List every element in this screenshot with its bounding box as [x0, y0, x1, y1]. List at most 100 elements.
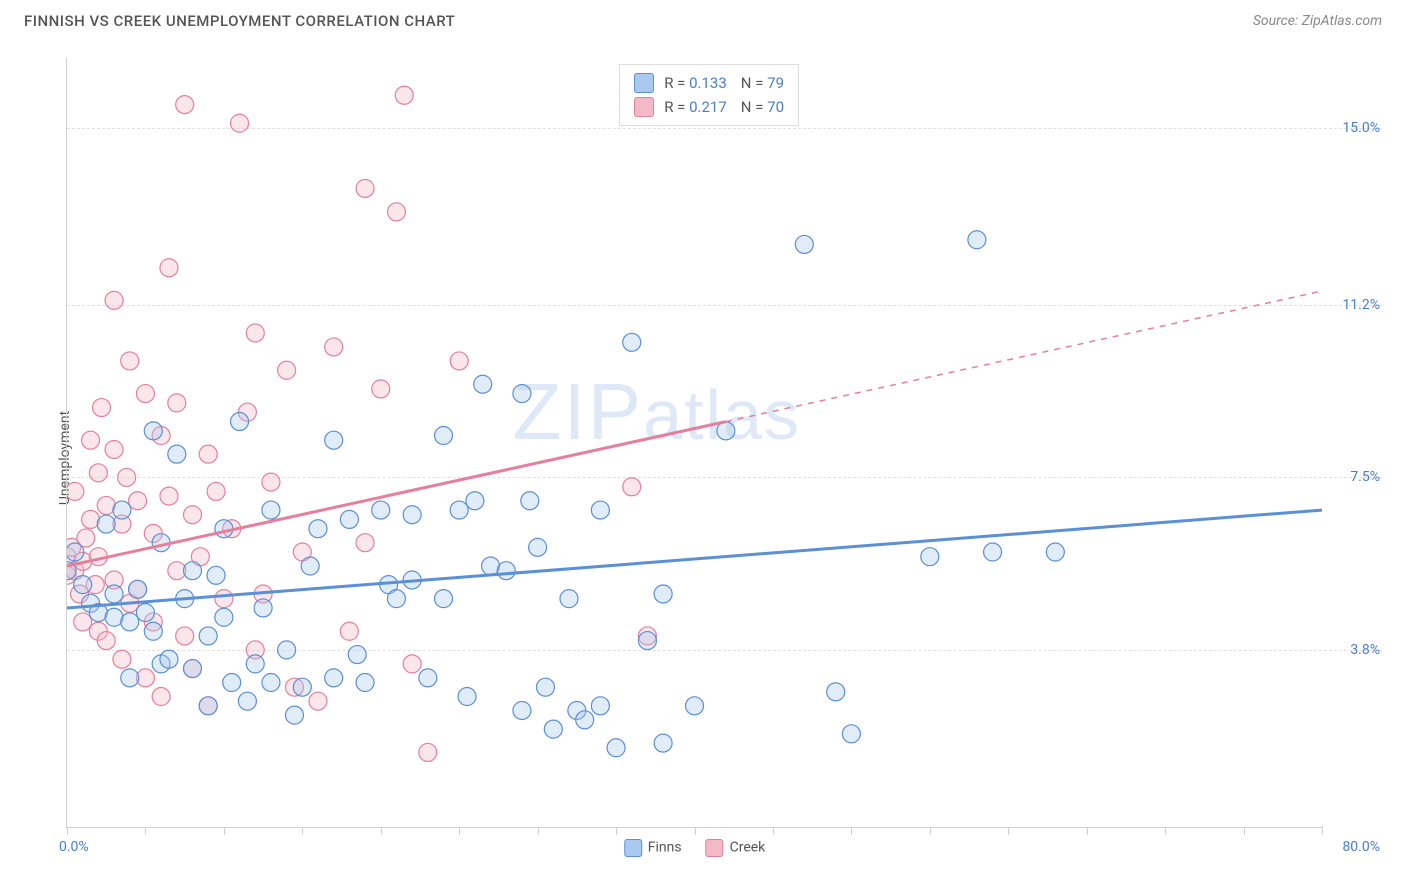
x-tick — [1165, 827, 1166, 835]
finns-point — [827, 683, 845, 701]
creek-point — [160, 487, 178, 505]
gridline-label: 11.2% — [1342, 297, 1380, 313]
x-tick — [1087, 827, 1088, 835]
x-tick — [381, 827, 382, 835]
finns-point — [238, 692, 256, 710]
creek-point — [97, 632, 115, 650]
creek-point — [93, 399, 111, 417]
chart-header: FINNISH VS CREEK UNEMPLOYMENT CORRELATIO… — [0, 0, 1406, 38]
creek-point — [160, 259, 178, 277]
creek-point — [176, 627, 194, 645]
finns-point — [403, 506, 421, 524]
x-axis-min-label: 0.0% — [59, 839, 89, 855]
finns-point — [842, 725, 860, 743]
finns-point — [121, 613, 139, 631]
plot-area: ZIPatlas R = 0.133N = 79 R = 0.217N = 70… — [66, 58, 1322, 828]
finns-point — [984, 543, 1002, 561]
chart-title: FINNISH VS CREEK UNEMPLOYMENT CORRELATIO… — [24, 12, 455, 30]
finns-point — [293, 678, 311, 696]
creek-point — [207, 482, 225, 500]
stats-legend-box: R = 0.133N = 79 R = 0.217N = 70 — [619, 64, 799, 126]
scatter-svg — [67, 58, 1322, 827]
finns-point — [184, 562, 202, 580]
creek-point — [113, 650, 131, 668]
finns-point — [278, 641, 296, 659]
finns-point — [348, 646, 366, 664]
finns-point — [262, 501, 280, 519]
finns-point — [129, 580, 147, 598]
x-tick — [1322, 827, 1323, 835]
finns-point — [254, 599, 272, 617]
creek-swatch — [634, 97, 654, 117]
finns-legend-swatch — [624, 839, 642, 857]
finns-point — [168, 445, 186, 463]
creek-point — [356, 534, 374, 552]
finns-point — [474, 375, 492, 393]
finns-point — [521, 492, 539, 510]
creek-point — [184, 506, 202, 524]
gridline-label: 15.0% — [1342, 120, 1380, 136]
creek-point — [231, 114, 249, 132]
finns-point — [246, 655, 264, 673]
finns-point — [340, 510, 358, 528]
finns-point — [262, 674, 280, 692]
gridline-label: 3.8% — [1350, 642, 1380, 658]
finns-point — [199, 627, 217, 645]
creek-point — [356, 179, 374, 197]
finns-point — [184, 660, 202, 678]
creek-point — [129, 492, 147, 510]
creek-point — [105, 440, 123, 458]
finns-point — [144, 422, 162, 440]
finns-point — [435, 590, 453, 608]
x-tick — [616, 827, 617, 835]
finns-point — [466, 492, 484, 510]
x-tick — [459, 827, 460, 835]
creek-point — [136, 385, 154, 403]
creek-point — [215, 590, 233, 608]
finns-point — [372, 501, 390, 519]
finns-point — [450, 501, 468, 519]
gridline-label: 7.5% — [1350, 469, 1380, 485]
finns-swatch — [634, 73, 654, 93]
finns-point — [576, 711, 594, 729]
creek-legend-swatch — [706, 839, 724, 857]
x-tick — [224, 827, 225, 835]
finns-point — [1046, 543, 1064, 561]
creek-point — [105, 291, 123, 309]
x-tick — [773, 827, 774, 835]
creek-point — [403, 655, 421, 673]
finns-point — [654, 734, 672, 752]
finns-point — [144, 622, 162, 640]
creek-point — [74, 613, 92, 631]
x-tick — [1008, 827, 1009, 835]
finns-point — [223, 674, 241, 692]
finns-point — [795, 235, 813, 253]
creek-point — [419, 743, 437, 761]
finns-point — [513, 385, 531, 403]
trend-line-dash — [726, 291, 1322, 422]
legend-item-finns: Finns — [624, 839, 682, 857]
x-tick — [67, 827, 68, 835]
finns-point — [325, 669, 343, 687]
finns-point — [513, 701, 531, 719]
finns-point — [544, 720, 562, 738]
creek-point — [278, 361, 296, 379]
bottom-legend: Finns Creek — [624, 839, 766, 857]
chart-container: Unemployment ZIPatlas R = 0.133N = 79 R … — [48, 48, 1382, 868]
finns-point — [686, 697, 704, 715]
creek-point — [67, 482, 84, 500]
finns-point — [325, 431, 343, 449]
finns-point — [136, 604, 154, 622]
finns-point — [607, 739, 625, 757]
x-tick — [695, 827, 696, 835]
creek-point — [372, 380, 390, 398]
creek-point — [623, 478, 641, 496]
x-tick — [930, 827, 931, 835]
finns-point — [921, 548, 939, 566]
finns-point — [67, 543, 84, 561]
finns-point — [97, 515, 115, 533]
stats-row-finns: R = 0.133N = 79 — [634, 71, 784, 95]
x-tick — [145, 827, 146, 835]
finns-point — [121, 669, 139, 687]
x-tick — [302, 827, 303, 835]
